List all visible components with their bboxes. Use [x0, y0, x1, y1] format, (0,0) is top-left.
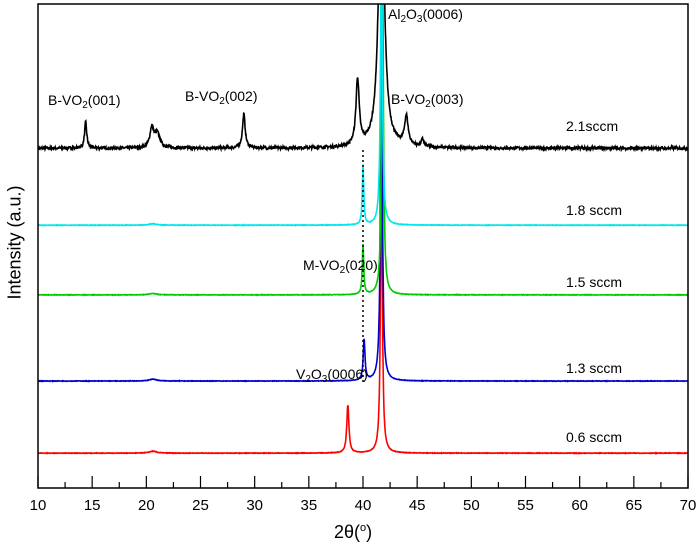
x-tick-label: 50 [462, 497, 480, 514]
series-line-0 [38, 4, 688, 153]
x-tick-label: 15 [83, 497, 101, 514]
x-tick-label: 40 [354, 497, 372, 514]
annotation-m-vo2-020: M-VO2(020) [303, 257, 378, 276]
x-axis-label: 2θ(o) [334, 522, 373, 542]
x-tick-label: 30 [246, 497, 263, 514]
x-tick-label: 10 [29, 497, 47, 514]
series-line-1 [38, 165, 688, 455]
series-label-1-8sccm: 1.8 sccm [566, 202, 623, 218]
x-tick-label: 70 [679, 497, 697, 514]
annotation-b-vo2-003: B-VO2(003) [391, 91, 464, 110]
x-tick-label: 25 [192, 497, 209, 514]
annotation-v2o3-0006: V2O3(0006) [296, 366, 368, 385]
series-label-2-1sccm: 2.1sccm [566, 118, 619, 134]
x-tick-label: 55 [517, 497, 534, 514]
series-label-0-6sccm: 0.6 sccm [566, 429, 623, 445]
x-tick-label: 65 [625, 497, 643, 514]
x-tick-label: 20 [137, 497, 155, 514]
x-tick-label: 45 [408, 497, 426, 514]
x-tick-label: 35 [300, 497, 318, 514]
series-line-4 [38, 4, 688, 227]
y-axis-label: Intensity (a.u.) [4, 185, 25, 300]
series-label-1-5sccm: 1.5 sccm [566, 274, 623, 290]
series-label-1-3sccm: 1.3 sccm [566, 360, 623, 376]
annotation-b-vo2-001: B-VO2(001) [48, 92, 121, 111]
x-tick-label: 60 [571, 497, 588, 514]
annotation-al2o3-0006: Al2O3(0006) [388, 6, 463, 25]
annotation-b-vo2-002: B-VO2(002) [185, 88, 258, 107]
